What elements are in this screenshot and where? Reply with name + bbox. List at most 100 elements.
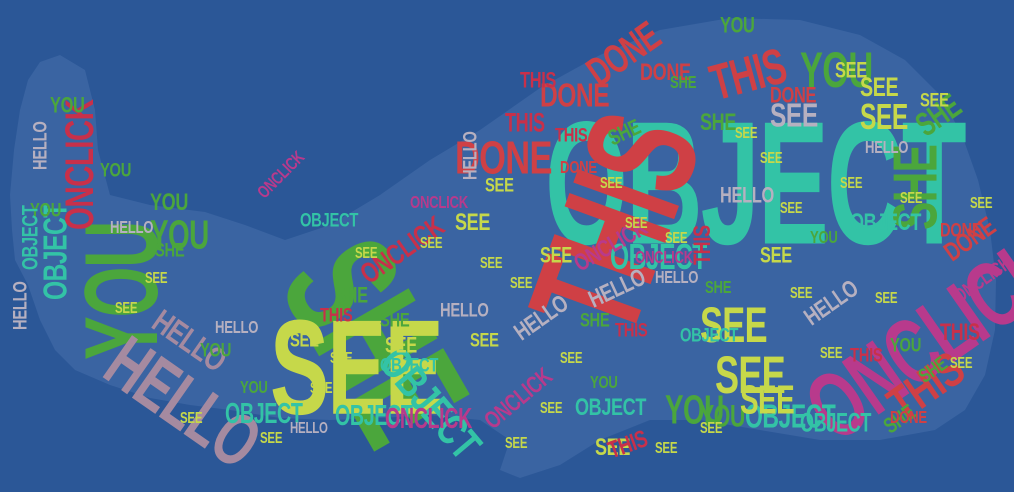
cloud-word-hello: HELLO — [720, 183, 774, 209]
cloud-word-onclick: ONCLICK — [56, 99, 102, 230]
cloud-word-see: SEE — [625, 213, 648, 232]
cloud-word-object: OBJECT — [545, 84, 967, 282]
cloud-word-object: OBJECT — [380, 353, 439, 376]
whale-body-shape — [10, 18, 996, 478]
cloud-word-you: YOU — [890, 333, 922, 356]
cloud-word-see: SEE — [735, 123, 758, 142]
cloud-word-see: SEE — [740, 377, 795, 424]
cloud-word-onclick: ONCLICK — [635, 248, 693, 268]
cloud-word-see: SEE — [260, 428, 283, 447]
cloud-word-you: YOU — [240, 378, 268, 398]
cloud-word-object: OBJECT — [610, 237, 707, 278]
cloud-word-see: SEE — [860, 97, 908, 138]
cloud-word-see: SEE — [840, 173, 863, 192]
cloud-word-object: OBJECT — [680, 323, 739, 346]
cloud-word-this: THIS — [520, 68, 557, 94]
cloud-word-object: OBJECT — [800, 407, 872, 438]
cloud-word-see: SEE — [455, 207, 491, 236]
cloud-word-done: DONE — [890, 408, 927, 428]
cloud-word-hello: HELLO — [458, 131, 481, 180]
cloud-word-see: SEE — [760, 148, 783, 167]
cloud-word-object: OBJECT — [745, 397, 836, 435]
cloud-word-see: SEE — [950, 353, 973, 372]
cloud-word-see: SEE — [715, 346, 786, 406]
cloud-word-see: SEE — [180, 408, 203, 427]
cloud-word-see: SEE — [920, 88, 949, 111]
cloud-word-see: SEE — [860, 72, 899, 103]
cloud-word-you: YOU — [100, 158, 132, 181]
cloud-word-done: DONE — [560, 158, 597, 178]
cloud-word-see: SEE — [875, 288, 898, 307]
cloud-word-you: YOU — [800, 41, 873, 98]
cloud-word-see: SEE — [900, 188, 923, 207]
cloud-word-done: DONE — [940, 218, 982, 241]
cloud-word-hello: HELLO — [655, 268, 699, 288]
cloud-word-see: SEE — [505, 433, 528, 452]
cloud-word-this: THIS — [555, 123, 588, 146]
cloud-word-see: SEE — [655, 438, 678, 457]
cloud-word-she: SHE — [705, 278, 732, 298]
cloud-word-this: THIS — [320, 303, 353, 326]
cloud-word-you: YOU — [150, 212, 209, 259]
cloud-word-see: SEE — [790, 283, 813, 302]
cloud-word-this: THIS — [615, 318, 648, 341]
cloud-word-done: DONE — [770, 83, 817, 109]
cloud-word-see: SEE — [470, 328, 499, 351]
cloud-word-object: OBJECT — [18, 205, 44, 270]
cloud-word-she: SHE — [670, 73, 697, 93]
cloud-word-object: OBJECT — [225, 397, 303, 430]
cloud-word-onclick: ONCLICK — [385, 402, 472, 435]
cloud-word-see: SEE — [330, 348, 353, 367]
cloud-word-done: DONE — [455, 131, 552, 184]
cloud-word-see: SEE — [560, 348, 583, 367]
cloud-word-you: YOU — [30, 198, 62, 221]
cloud-word-see: SEE — [770, 97, 818, 135]
cloud-word-this: THIS — [687, 225, 716, 265]
cloud-word-this: THIS — [850, 343, 883, 366]
cloud-word-you: YOU — [700, 397, 745, 434]
cloud-word-see: SEE — [310, 378, 333, 397]
cloud-word-see: SEE — [355, 243, 378, 262]
cloud-word-onclick: ONCLICK — [410, 193, 468, 213]
cloud-word-she: SHE — [335, 283, 368, 309]
cloud-word-see: SEE — [700, 418, 723, 437]
cloud-word-she: SHE — [380, 308, 410, 331]
cloud-word-see: SEE — [595, 432, 631, 461]
cloud-word-you: YOU — [50, 93, 85, 119]
cloud-word-see: SEE — [780, 198, 803, 217]
cloud-word-done: DONE — [640, 57, 691, 86]
cloud-word-hello: HELLO — [290, 418, 328, 437]
cloud-word-you: YOU — [665, 387, 724, 434]
cloud-word-object: OBJECT — [335, 399, 413, 432]
cloud-word-see: SEE — [420, 233, 443, 252]
cloud-word-this: THIS — [940, 317, 980, 346]
cloud-word-hello: HELLO — [8, 281, 31, 330]
cloud-word-you: YOU — [810, 228, 838, 248]
cloud-word-she: SHE — [580, 308, 610, 331]
cloud-word-see: SEE — [760, 243, 792, 269]
cloud-word-hello: HELLO — [215, 318, 259, 338]
cloud-word-she: SHE — [155, 238, 185, 261]
cloud-word-this: THIS — [505, 107, 545, 138]
cloud-word-see: SEE — [115, 298, 138, 317]
cloud-word-you: YOU — [200, 338, 232, 361]
cloud-word-see: SEE — [540, 398, 563, 417]
cloud-word-see: SEE — [665, 228, 688, 247]
cloud-word-see: SEE — [970, 193, 993, 212]
cloud-word-see: SEE — [600, 173, 623, 192]
cloud-word-see: SEE — [820, 343, 843, 362]
cloud-word-hello: HELLO — [28, 121, 51, 170]
cloud-word-see: SEE — [485, 173, 514, 196]
cloud-word-see: SEE — [270, 291, 444, 443]
cloud-word-see: SEE — [480, 253, 503, 272]
cloud-word-see: SEE — [835, 58, 867, 84]
cloud-word-see: SEE — [290, 328, 319, 351]
cloud-word-done: DONE — [540, 77, 610, 115]
cloud-word-object: OBJECT — [850, 207, 922, 236]
cloud-word-hello: HELLO — [865, 138, 909, 158]
cloud-word-hello: HELLO — [110, 218, 154, 238]
cloud-word-you: YOU — [590, 373, 618, 393]
cloud-word-see: SEE — [540, 243, 572, 269]
cloud-word-see: SEE — [700, 296, 768, 353]
